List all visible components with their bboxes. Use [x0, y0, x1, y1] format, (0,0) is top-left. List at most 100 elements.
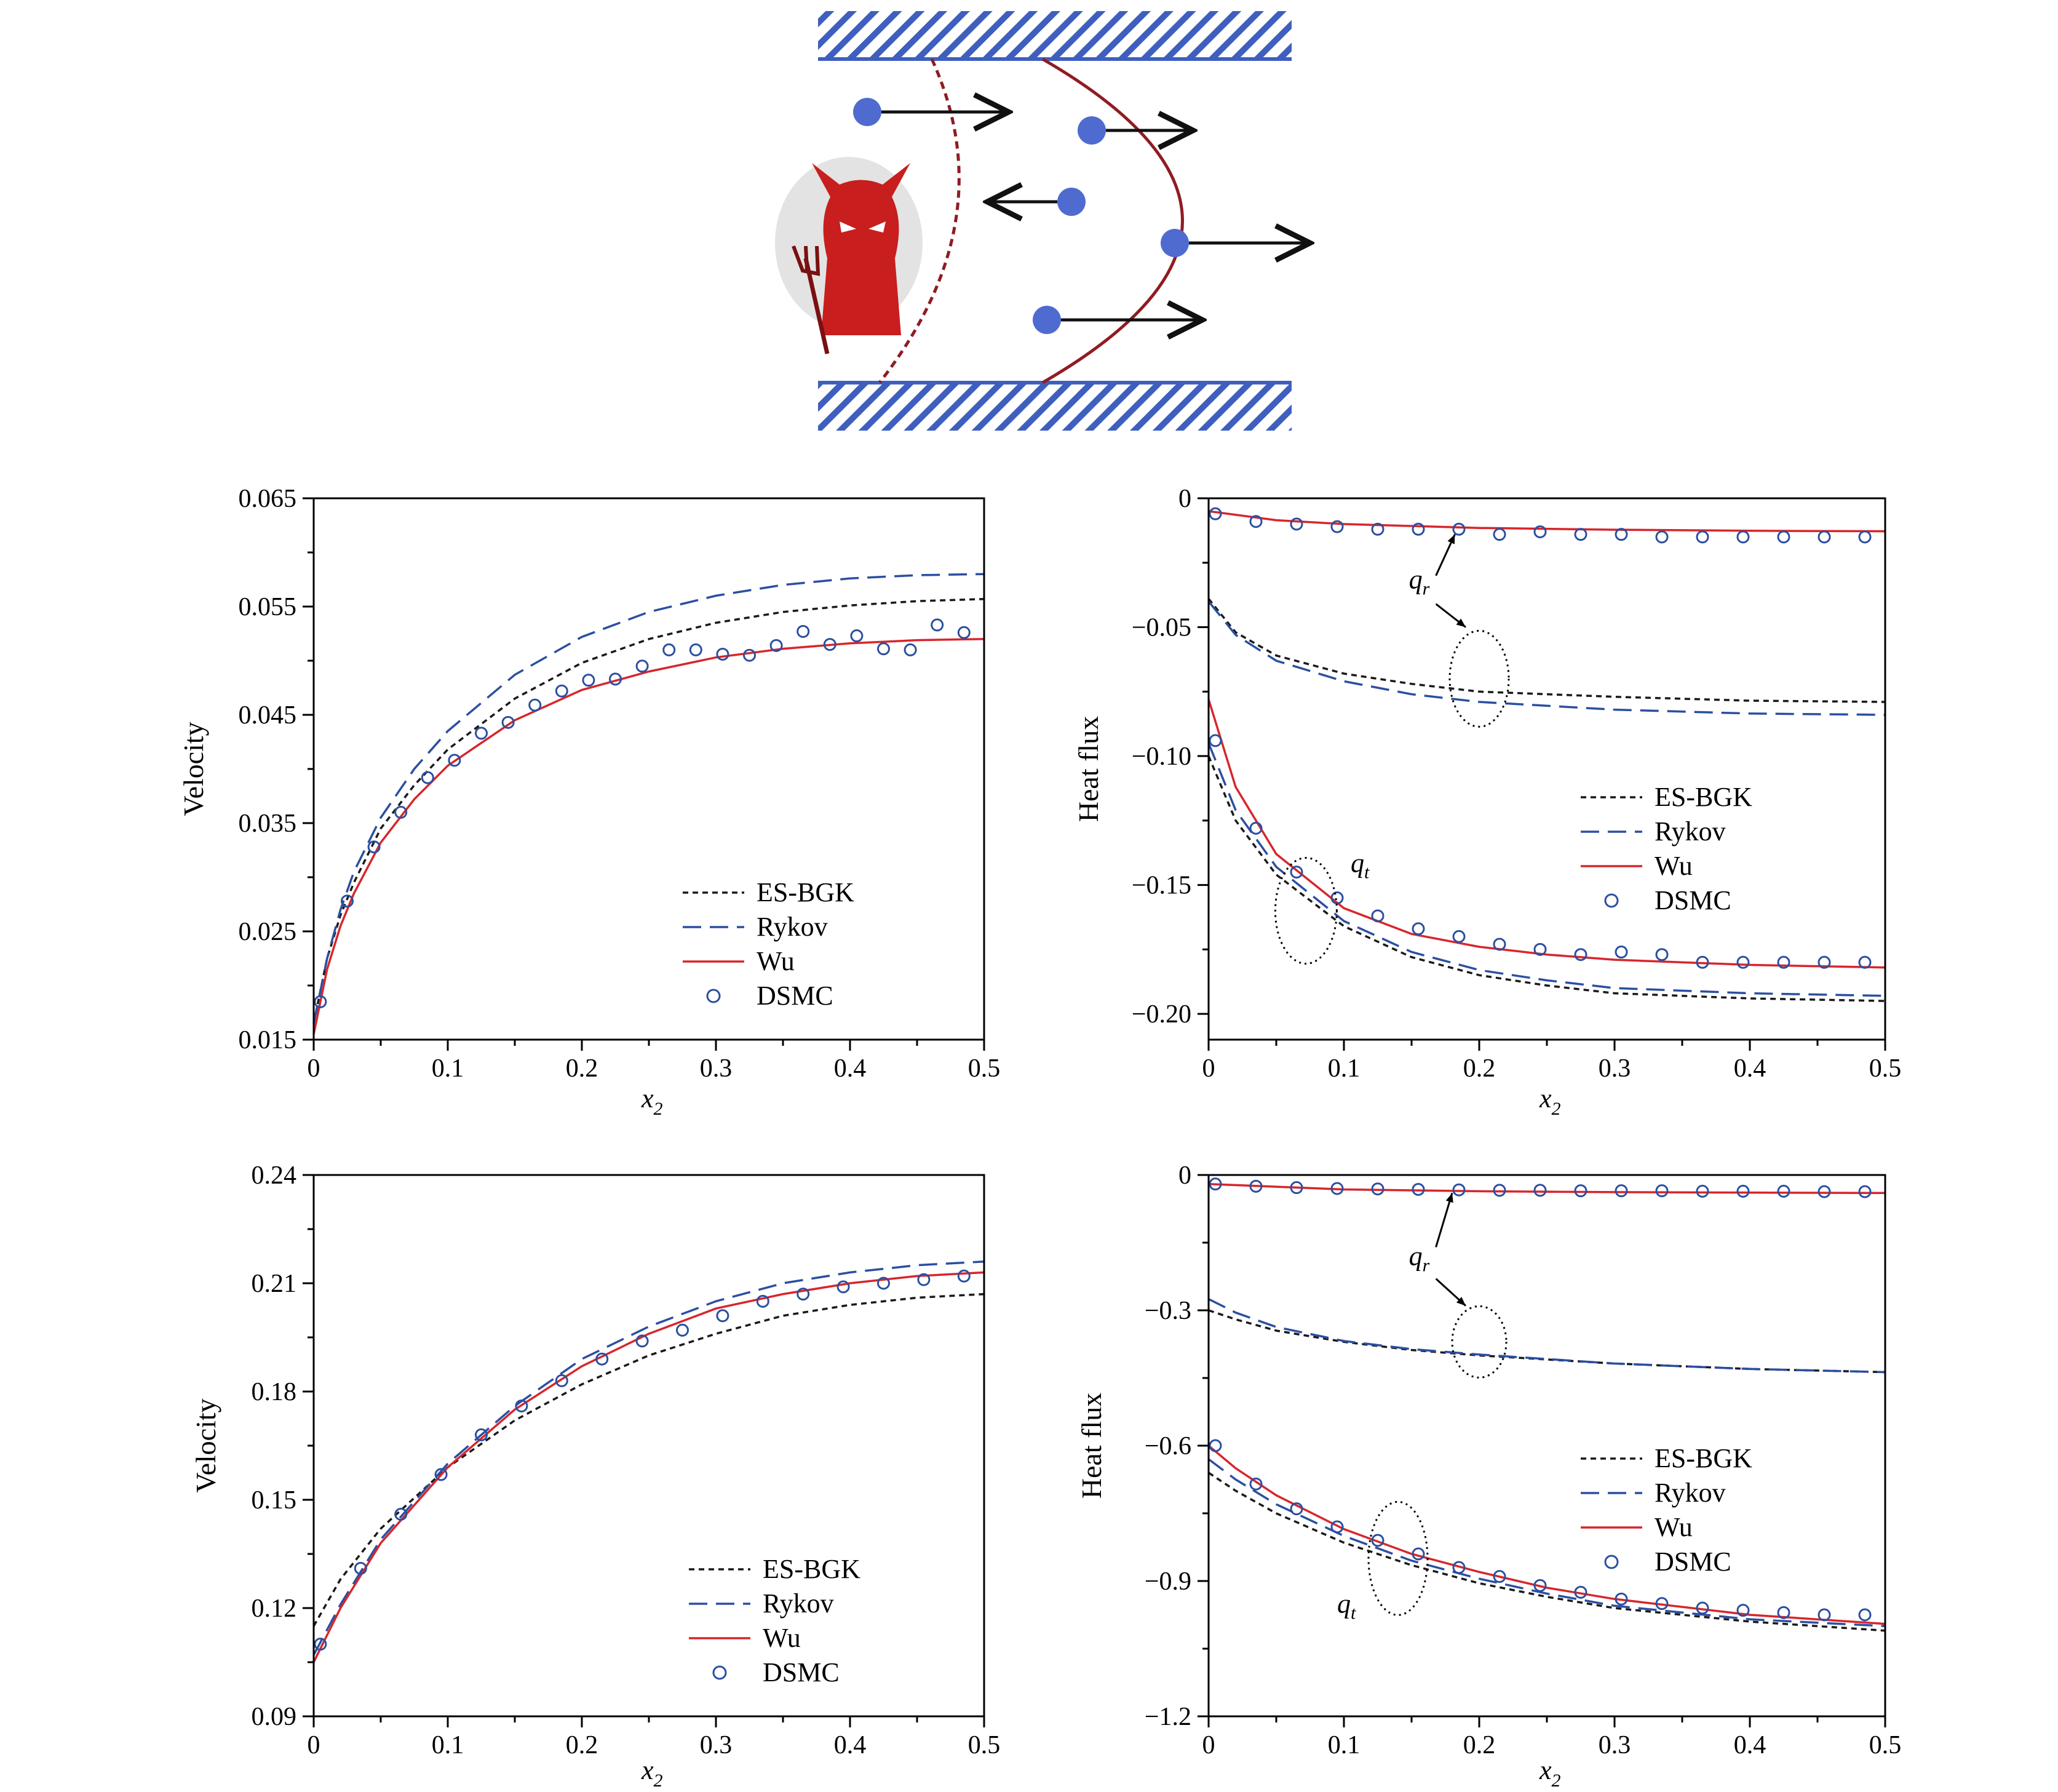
data-point-dsmc: [1736, 530, 1750, 544]
x-tick-label: 0.1: [1328, 1731, 1361, 1759]
data-point-dsmc: [1330, 520, 1344, 533]
series-line-esbgk: [312, 597, 985, 1024]
legend-label-wu: Wu: [763, 1623, 801, 1653]
x-tick-label: 0.3: [1599, 1731, 1631, 1759]
data-point-dsmc: [1412, 1547, 1425, 1561]
data-point-dsmc: [1696, 955, 1709, 969]
series-line-esbgk: [1208, 1309, 1886, 1374]
series-line-esbgk: [1207, 755, 1886, 1002]
series-line-rykov: [312, 573, 985, 1024]
data-point-dsmc: [1696, 1184, 1709, 1198]
data-point-dsmc: [515, 1399, 528, 1412]
data-point-dsmc: [1574, 948, 1587, 962]
data-point-dsmc: [609, 672, 622, 686]
y-tick-label: −0.6: [1145, 1432, 1191, 1460]
y-tick-label: −0.15: [1132, 872, 1191, 900]
qt-dotted-ellipse: [1274, 856, 1338, 965]
data-point-dsmc: [582, 674, 595, 687]
data-point-dsmc: [1574, 1184, 1587, 1198]
legend-label-esbgk: ES-BGK: [1655, 782, 1752, 812]
legend-label-rykov: Rykov: [1655, 1478, 1726, 1508]
data-point-dsmc: [1655, 1597, 1669, 1611]
x-tick-label: 0.5: [1869, 1731, 1902, 1759]
x-tick-label: 0.3: [1599, 1054, 1631, 1083]
x-tick-label: 0.1: [1328, 1054, 1361, 1083]
particle: [853, 98, 881, 126]
data-point-dsmc: [1533, 525, 1547, 538]
data-point-dsmc: [877, 1276, 890, 1290]
data-point-dsmc: [1574, 1585, 1587, 1599]
data-point-dsmc: [1249, 1179, 1263, 1193]
x-tick-label: 0.2: [1463, 1054, 1496, 1083]
y-tick-label: 0.035: [239, 810, 297, 838]
y-tick-label: 0.18: [252, 1378, 297, 1406]
y-tick-label: −0.10: [1132, 743, 1191, 771]
qr-annotation: qr: [1409, 1241, 1430, 1276]
data-point-dsmc: [1655, 948, 1669, 962]
data-point-dsmc: [823, 638, 836, 651]
y-tick-label: −0.20: [1132, 1000, 1191, 1029]
x-tick-label: 0: [308, 1054, 320, 1083]
qr-annotation: qr: [1409, 565, 1430, 599]
x-axis-label: x2: [1539, 1083, 1561, 1119]
data-point-dsmc: [1493, 938, 1506, 951]
legend-label-dsmc: DSMC: [763, 1657, 840, 1687]
data-point-dsmc: [1290, 1181, 1303, 1195]
data-point-dsmc: [1533, 942, 1547, 956]
data-point-dsmc: [1209, 734, 1222, 747]
data-point-dsmc: [341, 894, 354, 908]
legend-marker-dsmc: [1604, 893, 1619, 908]
x-tick-label: 0.3: [700, 1054, 733, 1083]
chart-velocity-bottom: 0 0.1 0.2 0.3 0.4 0.5 0.09 0.12 0.15 0.18 0.21 0.24…: [190, 1161, 1000, 1790]
data-point-dsmc: [1290, 1502, 1303, 1516]
y-tick-label: 0.025: [239, 918, 297, 946]
x-tick-label: 0.3: [700, 1731, 733, 1759]
y-tick-label: −0.05: [1132, 614, 1191, 642]
data-point-dsmc: [367, 840, 381, 854]
y-tick-label: 0.065: [239, 485, 297, 513]
data-point-dsmc: [836, 1280, 850, 1294]
data-point-dsmc: [1818, 1185, 1831, 1198]
data-point-dsmc: [1412, 522, 1425, 536]
data-point-dsmc: [1412, 1182, 1425, 1196]
x-tick-label: 0.2: [1463, 1731, 1496, 1759]
annotation-arrowhead: [1456, 618, 1466, 627]
chart-heatflux-bottom: 0 0.1 0.2 0.3 0.4 0.5 −1.2 −0.9 −0.6 −0.3 0 x2 Heat …: [1076, 1161, 1902, 1790]
rarefied-flow-schematic: [775, 11, 1353, 431]
data-point-dsmc: [314, 995, 327, 1008]
y-tick-label: −0.9: [1145, 1567, 1191, 1596]
y-tick-label: 0.21: [252, 1270, 297, 1298]
data-point-dsmc: [1533, 1184, 1547, 1197]
data-point-dsmc: [1209, 1177, 1222, 1191]
data-point-dsmc: [1493, 1570, 1506, 1583]
plot-frame: [1207, 1174, 1886, 1718]
data-point-dsmc: [354, 1561, 367, 1575]
series-line-esbgk: [312, 1292, 985, 1627]
y-tick-label: 0.055: [239, 593, 297, 621]
data-point-dsmc: [1371, 1534, 1385, 1547]
y-tick-label: 0.15: [252, 1486, 297, 1515]
data-point-dsmc: [931, 618, 944, 632]
particle: [1078, 116, 1106, 145]
data-point-dsmc: [528, 698, 542, 712]
legend-marker-dsmc: [1604, 1555, 1619, 1569]
data-point-dsmc: [1818, 530, 1831, 544]
data-point-dsmc: [1777, 1606, 1790, 1619]
annotation-arrow: [1435, 1192, 1453, 1248]
data-point-dsmc: [1330, 1182, 1344, 1195]
data-point-dsmc: [1615, 946, 1628, 959]
x-tick-label: 0.4: [1734, 1731, 1766, 1759]
data-point-dsmc: [555, 1374, 568, 1387]
particle: [1033, 306, 1061, 334]
data-point-dsmc: [1615, 1184, 1628, 1198]
data-point-dsmc: [877, 642, 890, 656]
x-tick-label: 0: [1202, 1731, 1215, 1759]
data-point-dsmc: [1777, 530, 1790, 544]
data-point-dsmc: [743, 648, 756, 662]
legend-label-wu: Wu: [1655, 1512, 1693, 1542]
legend-label-esbgk: ES-BGK: [1655, 1443, 1752, 1473]
y-tick-label: −0.3: [1145, 1297, 1191, 1325]
y-tick-label: 0.045: [239, 701, 297, 730]
data-point-dsmc: [1736, 1604, 1750, 1617]
data-point-dsmc: [769, 639, 783, 652]
